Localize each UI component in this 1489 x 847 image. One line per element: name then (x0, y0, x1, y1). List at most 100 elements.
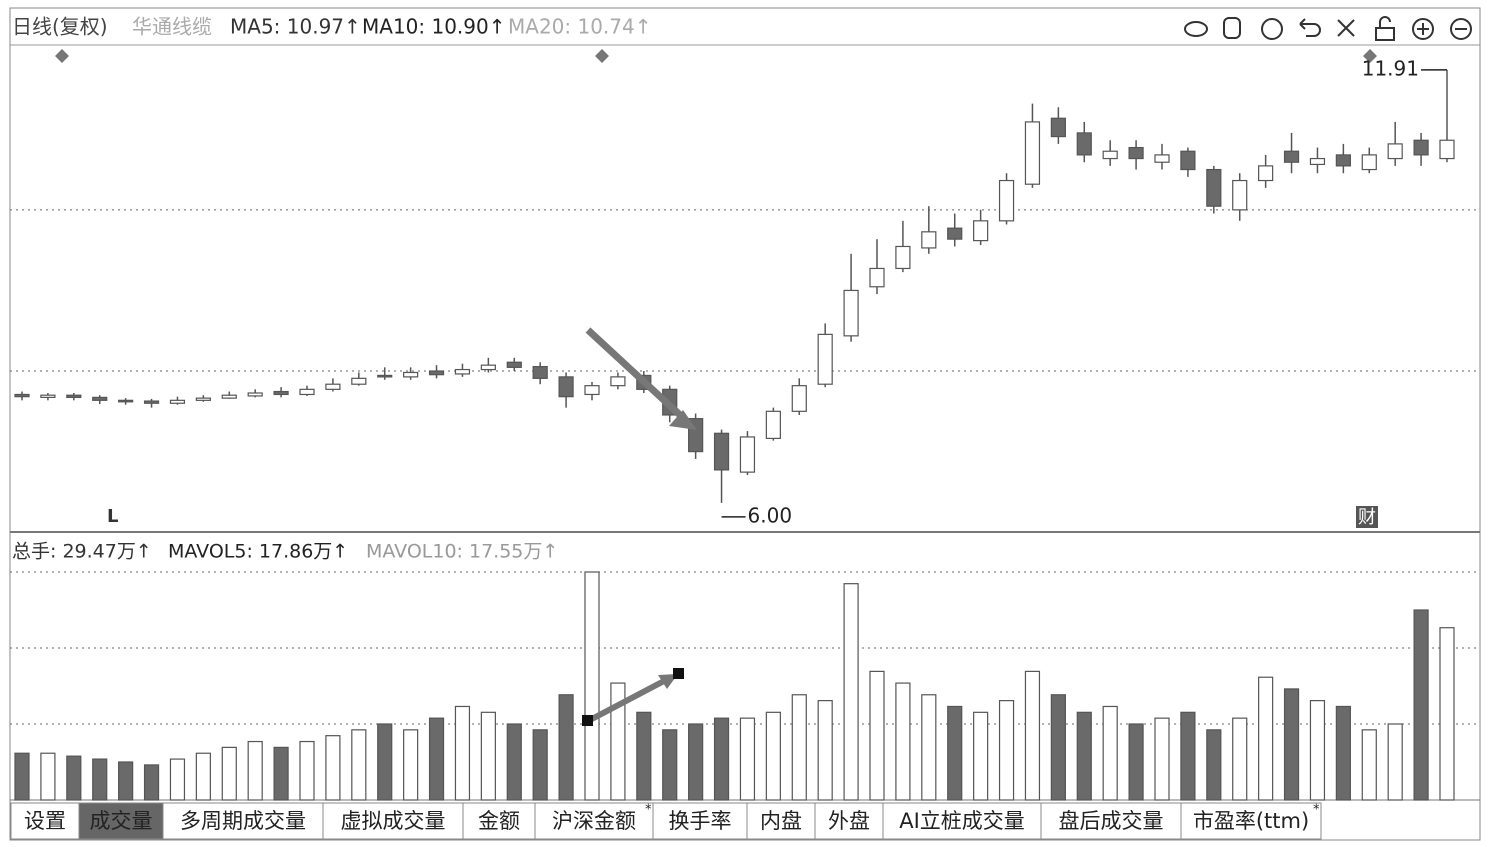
tab-label[interactable]: 虚拟成交量 (341, 809, 446, 833)
candle-body (558, 376, 574, 398)
candle-body (1413, 139, 1429, 156)
candle-body (1050, 117, 1066, 138)
tab[interactable] (652, 802, 748, 840)
volume-bar (1128, 723, 1144, 801)
candle-body (247, 392, 263, 397)
toolbar (1184, 16, 1472, 41)
volume-bar (1309, 700, 1326, 801)
tab-label[interactable]: 盘后成交量 (1059, 809, 1164, 833)
ma20-label: MA20: 10.74↑ (508, 15, 652, 39)
candle-body (817, 333, 833, 385)
tab[interactable] (162, 802, 324, 840)
candle-body (584, 385, 600, 396)
pan-icon[interactable] (1223, 17, 1241, 39)
candle-body (221, 394, 237, 399)
volume-bar (636, 711, 652, 801)
volume-bar (1258, 676, 1274, 801)
diamond (55, 49, 69, 63)
view-icon[interactable] (1184, 21, 1208, 37)
volume-bar (1206, 729, 1222, 801)
candle-body (713, 432, 730, 471)
tab-label[interactable]: 设置 (24, 809, 66, 833)
volume-bar (92, 758, 108, 801)
candle-body (403, 371, 419, 378)
candle-body (1232, 179, 1248, 211)
candle-body (1309, 157, 1326, 166)
finance-flag-box[interactable] (1356, 506, 1378, 528)
zoom-out-icon[interactable] (1450, 18, 1472, 40)
tab[interactable] (322, 802, 464, 840)
volume-bar (558, 694, 574, 801)
ma10-label: MA10: 10.90↑ (362, 15, 506, 39)
volume-bar (610, 682, 626, 801)
candle-body (66, 394, 82, 398)
candle-body (843, 289, 859, 337)
tab-label[interactable]: 换手率 (669, 809, 732, 833)
tab-label[interactable]: 成交量 (90, 809, 153, 833)
tab-label[interactable]: 外盘 (828, 809, 870, 833)
volume-bar (66, 755, 82, 801)
stock-name: 华通线缆 (132, 15, 212, 39)
volume-bar (1387, 723, 1403, 801)
tab[interactable] (1180, 802, 1322, 840)
volume-total: 总手: 29.47万↑ (12, 541, 152, 563)
candle-body (118, 399, 134, 403)
volume-bar (921, 694, 937, 801)
volume-bar (506, 723, 522, 801)
volume-bar (325, 735, 341, 801)
tab-label[interactable]: 市盈率(ttm) (1193, 809, 1309, 833)
volume-bar (947, 705, 963, 801)
candle-body (998, 179, 1015, 222)
cut-icon[interactable] (1337, 19, 1355, 37)
lock-icon[interactable] (1375, 16, 1395, 41)
tab[interactable] (1040, 802, 1182, 840)
candle-body (739, 436, 756, 473)
candle-body (869, 267, 885, 288)
candle-body (1024, 121, 1041, 185)
candle-body (92, 396, 108, 401)
volume-bar (739, 717, 756, 801)
tab-label[interactable]: 金额 (478, 809, 520, 833)
candle-body (1180, 150, 1196, 171)
volume-bar (454, 705, 471, 801)
volume-bar (791, 694, 807, 801)
zoom-in-icon[interactable] (1412, 18, 1434, 40)
mavol5-label: MAVOL5: 17.86万↑ (168, 541, 348, 563)
tab-label[interactable]: 多周期成交量 (180, 809, 306, 833)
tab[interactable] (10, 802, 80, 840)
anchor (582, 715, 593, 726)
volume-bar (403, 729, 419, 801)
tab-marker: * (645, 803, 652, 818)
tab[interactable] (882, 802, 1042, 840)
tab-label[interactable]: AI立桩成交量 (899, 809, 1025, 833)
volume-bar (169, 758, 186, 801)
tab-bar: 设置 成交量 多周期成交量 虚拟成交量 金额 沪深金额 * 换手率 内盘 外盘 AI立桩成交量 盘后成… (10, 802, 1322, 840)
volume-bar (1413, 609, 1429, 801)
volume-bar (377, 723, 393, 801)
tab-label[interactable]: 沪深金额 (552, 809, 636, 833)
finance-flag[interactable]: 财 (1358, 507, 1376, 528)
undo-icon[interactable] (1299, 18, 1321, 37)
volume-bar (273, 746, 289, 801)
candle-body (1335, 154, 1351, 167)
play-icon[interactable] (1261, 18, 1283, 40)
volume-bar (195, 752, 211, 801)
candle-body (273, 390, 289, 396)
candle-body (143, 400, 160, 404)
candle-body (1361, 154, 1377, 171)
drawing-arrows (582, 327, 697, 726)
tab-label[interactable]: 内盘 (760, 809, 802, 833)
candle-body (1283, 150, 1300, 163)
diamond (595, 49, 609, 63)
candle-body (1439, 139, 1455, 160)
volume-bar (480, 711, 496, 801)
candle-body (480, 364, 496, 371)
volume-bar (1232, 717, 1248, 801)
candle-body (610, 376, 626, 387)
tab[interactable] (534, 802, 654, 840)
diamond (1363, 49, 1377, 63)
candle-body (428, 370, 445, 376)
volume-bar (1050, 694, 1066, 801)
volume-bar (1102, 705, 1118, 801)
volume-bar (299, 740, 315, 801)
